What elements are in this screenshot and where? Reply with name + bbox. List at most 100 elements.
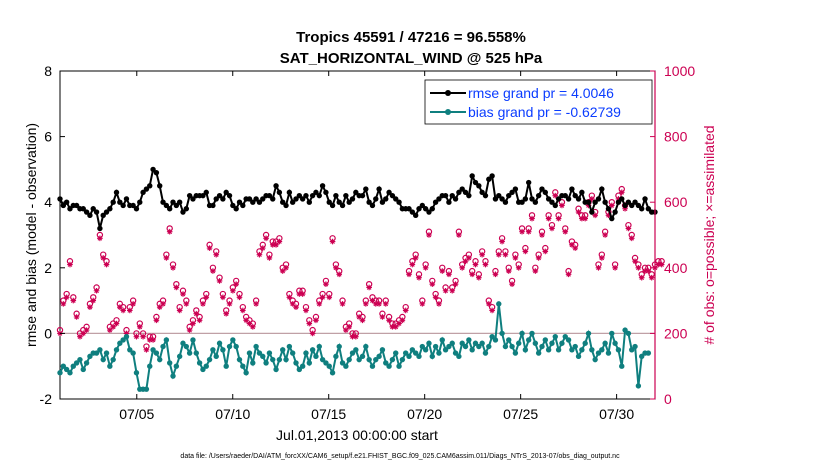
obs-assimilated-marker [389,324,396,330]
obs-assimilated-marker [635,265,642,271]
rmse-point [140,189,146,196]
rmse-point [306,199,313,205]
rmse-point [203,189,209,196]
obs-assimilated-marker [549,225,555,232]
obs-assimilated-marker [658,261,665,268]
bias-point [462,343,469,350]
rmse-point [346,199,352,205]
rmse-point [180,209,186,215]
obs-assimilated-marker [353,333,359,340]
obs-assimilated-marker [589,196,595,202]
obs-assimilated-marker [349,333,356,340]
y2-tick-label: 200 [664,325,688,341]
bias-point [615,347,622,353]
obs-assimilated-marker [269,242,276,248]
obs-assimilated-marker [73,314,80,320]
bias-point [73,360,80,366]
obs-assimilated-marker [376,301,382,307]
obs-assimilated-marker [63,294,70,301]
bias-point [639,353,645,360]
obs-assimilated-marker [595,265,602,271]
rmse-point [482,192,489,199]
obs-assimilated-marker [90,297,97,304]
rmse-point [213,196,219,202]
bias-point [157,356,163,363]
rmse-point [319,183,326,189]
rmse-point [326,199,332,205]
obs-assimilated-marker [190,320,196,327]
bias-point [256,350,263,356]
bias-point [120,337,126,343]
rmse-point [147,183,153,189]
rmse-point [486,176,492,182]
obs-assimilated-marker [180,291,186,297]
rmse-point [476,183,482,189]
obs-assimilated-marker [386,317,392,324]
bias-point [366,356,372,363]
obs-assimilated-marker [356,314,362,320]
rmse-point [379,199,386,205]
rmse-point [479,189,485,196]
rmse-point [176,199,183,205]
rmse-point [499,196,505,202]
plot-area [59,70,656,400]
bias-point [502,343,509,350]
obs-assimilated-marker [166,228,173,235]
obs-assimilated-marker [439,268,446,274]
bias-point [549,340,555,346]
rmse-point [506,192,512,199]
obs-assimilated-marker [502,251,509,258]
rmse-point [233,206,239,212]
bias-point [93,350,100,356]
obs-assimilated-marker [97,235,103,242]
obs-assimilated-marker [60,301,67,307]
bias-point [143,386,150,392]
bias-point [173,363,180,369]
obs-assimilated-marker [562,228,569,235]
obs-assimilated-marker [436,301,442,307]
bias-point [396,363,402,369]
obs-assimilated-marker [313,317,319,324]
obs-assimilated-marker [323,281,329,287]
obs-assimilated-marker [575,209,582,215]
rmse-point [93,209,100,215]
bias-point [569,347,575,353]
rmse-point [552,202,558,209]
bias-point [466,337,472,343]
obs-assimilated-marker [612,265,618,271]
rmse-point [589,209,595,215]
bias-point [369,363,376,369]
obs-assimilated-marker [449,287,456,294]
bias-point [522,347,529,353]
rmse-point [273,183,279,189]
bias-point [57,370,63,376]
bias-point [176,353,183,360]
rmse-point [449,192,455,199]
obs-assimilated-marker [359,317,366,324]
obs-assimilated-marker [512,255,519,261]
rmse-point [396,199,402,205]
obs-assimilated-marker [559,202,565,209]
rmse-point [605,206,612,212]
obs-assimilated-marker [206,245,213,251]
obs-assimilated-marker [183,301,190,307]
obs-assimilated-marker [432,294,439,301]
obs-assimilated-marker [249,324,256,330]
obs-assimilated-marker [525,228,532,235]
obs-assimilated-marker [642,268,648,274]
bias-point [243,370,249,376]
obs-assimilated-marker [160,301,166,307]
bias-point [60,363,67,369]
obs-assimilated-marker [476,274,482,281]
rmse-point [183,206,190,212]
obs-assimilated-marker [462,258,469,265]
obs-assimilated-marker [120,307,126,314]
obs-assimilated-marker [306,320,313,327]
bias-point [343,363,349,369]
bias-point [67,370,73,376]
bias-point [353,347,359,353]
obs-assimilated-marker [532,268,539,274]
obs-assimilated-marker [569,242,575,248]
obs-assimilated-marker [456,232,462,238]
rmse-point [452,196,459,202]
